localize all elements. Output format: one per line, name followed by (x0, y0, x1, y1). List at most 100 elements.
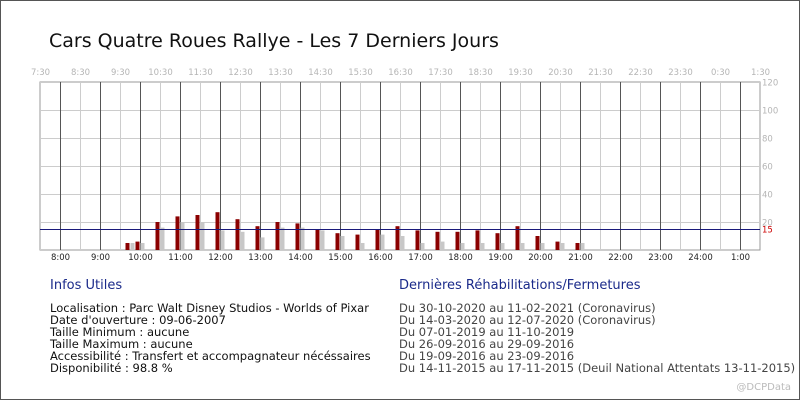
x-tick-bottom-label: 12:00 (208, 253, 233, 263)
bar-secondary (140, 243, 145, 250)
x-tick-bottom-label: 15:00 (328, 253, 353, 263)
bar-secondary (460, 243, 465, 250)
bar-primary (175, 216, 180, 250)
bar-primary (125, 243, 130, 250)
bar-secondary (160, 227, 165, 250)
bar-primary (415, 230, 420, 250)
x-tick-top-label: 10:30 (148, 68, 173, 78)
y-tick-label: 100 (762, 107, 778, 117)
x-tick-bottom-label: 10:00 (128, 253, 153, 263)
bar-secondary (320, 230, 325, 250)
bar-secondary (360, 243, 365, 250)
bar-primary (515, 226, 520, 250)
x-tick-top-label: 8:30 (71, 68, 90, 78)
x-tick-bottom-label: 11:00 (168, 253, 193, 263)
bar-secondary (200, 222, 205, 250)
x-tick-top-label: 20:30 (548, 68, 573, 78)
x-tick-top-label: 7:30 (31, 68, 50, 78)
x-tick-bottom-label: 24:00 (688, 253, 713, 263)
bar-primary (435, 231, 440, 250)
x-tick-bottom-label: 23:00 (648, 253, 673, 263)
infos-utiles-heading: Infos Utiles (50, 278, 123, 293)
rehab-period: Du 14-03-2020 au 12-07-2020 (Coronavirus… (399, 313, 656, 327)
info-accessibility: Accessibilité : Transfert et accompagnat… (50, 349, 371, 363)
bar-primary (535, 236, 540, 250)
x-tick-top-label: 23:30 (668, 68, 693, 78)
bar-secondary (260, 237, 265, 250)
x-tick-bottom-label: 17:00 (408, 253, 433, 263)
x-tick-top-label: 16:30 (388, 68, 413, 78)
bar-primary (135, 241, 140, 250)
reference-line-label: 15 (762, 226, 773, 236)
info-location: Localisation : Parc Walt Disney Studios … (50, 301, 369, 315)
chart-title: Cars Quatre Roues Rallye - Les 7 Dernier… (49, 30, 499, 52)
bar-primary (195, 215, 200, 250)
bar-primary (555, 241, 560, 250)
bar-primary (375, 229, 380, 250)
y-tick-label: 60 (762, 163, 773, 173)
bar-secondary (580, 243, 585, 250)
rehab-period: Du 26-09-2016 au 29-09-2016 (399, 337, 575, 351)
x-tick-top-label: 19:30 (508, 68, 533, 78)
x-tick-bottom-label: 9:00 (91, 253, 110, 263)
x-tick-bottom-label: 14:00 (288, 253, 313, 263)
bar-primary (215, 212, 220, 250)
x-tick-bottom-label: 8:00 (51, 253, 70, 263)
y-tick-label: 80 (762, 135, 773, 145)
bar-secondary (400, 236, 405, 250)
x-tick-top-label: 9:30 (111, 68, 130, 78)
bar-primary (255, 226, 260, 250)
rehab-period: Du 19-09-2016 au 23-09-2016 (399, 349, 575, 363)
bar-primary (275, 222, 280, 250)
info-opening-date: Date d'ouverture : 09-06-2007 (50, 313, 226, 327)
bar-primary (395, 226, 400, 250)
bar-secondary (280, 227, 285, 250)
x-tick-top-label: 11:30 (188, 68, 213, 78)
x-tick-top-label: 17:30 (428, 68, 453, 78)
info-min-height: Taille Minimum : aucune (50, 325, 190, 339)
rehab-period: Du 30-10-2020 au 11-02-2021 (Coronavirus… (399, 301, 656, 315)
x-tick-top-label: 14:30 (308, 68, 333, 78)
bar-secondary (540, 243, 545, 250)
bar-secondary (300, 227, 305, 250)
x-tick-bottom-label: 13:00 (248, 253, 273, 263)
infos-utiles-panel: Infos Utiles Localisation : Parc Walt Di… (50, 278, 371, 374)
bar-secondary (560, 243, 565, 250)
bar-secondary (420, 243, 425, 250)
bar-primary (495, 233, 500, 250)
bar-secondary (240, 231, 245, 250)
bar-primary (155, 222, 160, 250)
rehab-period: Du 07-01-2019 au 11-10-2019 (399, 325, 575, 339)
rehab-period: Du 14-11-2015 au 17-11-2015 (Deuil Natio… (399, 361, 796, 375)
x-tick-top-label: 12:30 (228, 68, 253, 78)
y-tick-label: 20 (762, 219, 773, 229)
bar-secondary (520, 243, 525, 250)
bar-secondary (380, 234, 385, 250)
y-tick-label: 40 (762, 191, 773, 201)
info-max-height: Taille Maximum : aucune (50, 337, 193, 351)
bar-secondary (130, 243, 135, 250)
x-tick-bottom-label: 21:00 (568, 253, 593, 263)
x-tick-top-label: 18:30 (468, 68, 493, 78)
x-tick-bottom-label: 19:00 (488, 253, 513, 263)
x-tick-top-label: 0:30 (711, 68, 730, 78)
bar-secondary (480, 243, 485, 250)
bar-primary (335, 233, 340, 250)
bar-primary (475, 230, 480, 250)
watermark: @DCPData (736, 382, 791, 393)
info-availability: Disponibilité : 98.8 % (50, 361, 173, 375)
y-tick-label: 120 (762, 79, 778, 89)
rehab-heading: Dernières Réhabilitations/Fermetures (399, 278, 641, 293)
x-tick-top-label: 15:30 (348, 68, 373, 78)
bar-secondary (440, 241, 445, 250)
bar-secondary (180, 222, 185, 250)
x-tick-top-label: 1:30 (751, 68, 770, 78)
x-tick-top-label: 22:30 (628, 68, 653, 78)
x-tick-top-label: 13:30 (268, 68, 293, 78)
bar-primary (315, 229, 320, 250)
bar-primary (455, 231, 460, 250)
x-tick-bottom-label: 20:00 (528, 253, 553, 263)
bar-secondary (340, 236, 345, 250)
bar-secondary (220, 230, 225, 250)
